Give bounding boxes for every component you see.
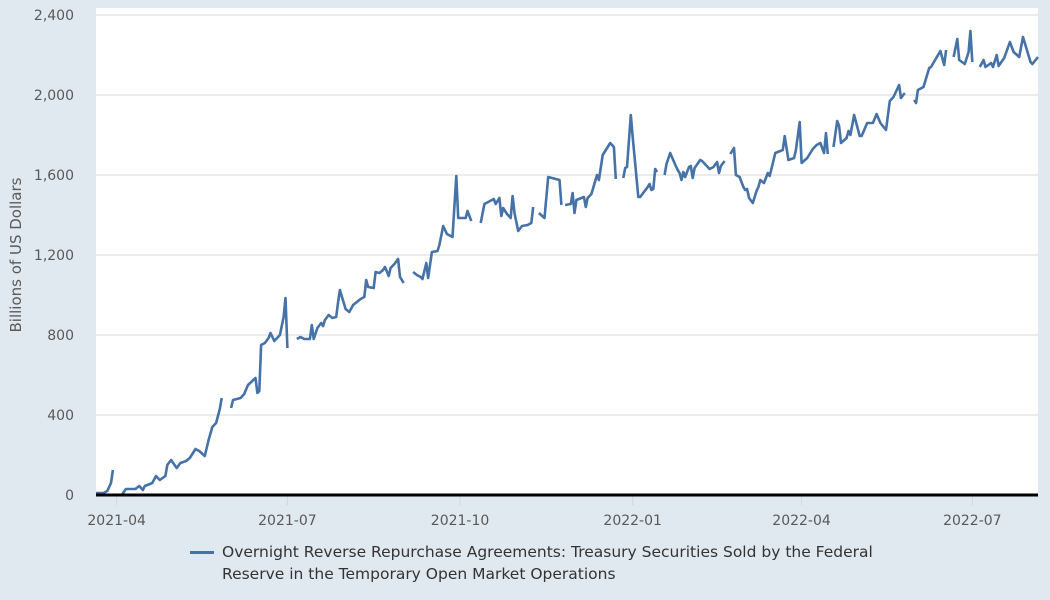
- y-tick-label: 800: [47, 328, 74, 344]
- series-line-segment: [978, 35, 1040, 69]
- series-line-segment: [622, 113, 659, 199]
- y-axis: 0 400 800 1,200 1,600 2,000 2,400: [34, 8, 74, 504]
- series-line-segment: [121, 397, 223, 495]
- x-tick-label: 2022-01: [603, 513, 662, 529]
- y-tick-label: 2,000: [34, 88, 74, 104]
- series-line-segment: [412, 174, 473, 281]
- x-tick-label: 2022-07: [943, 513, 1002, 529]
- series-line-segment: [729, 120, 830, 205]
- series-line-segment: [952, 29, 974, 66]
- y-tick-label: 1,600: [34, 168, 74, 184]
- y-tick-label: 2,400: [34, 8, 74, 24]
- series-line-segment: [538, 175, 563, 220]
- series-lines: [96, 29, 1040, 495]
- legend[interactable]: Overnight Reverse Repurchase Agreements:…: [190, 541, 922, 585]
- y-tick-label: 0: [65, 488, 74, 504]
- plot-area: [96, 8, 1038, 495]
- series-line-segment: [229, 296, 289, 409]
- y-tick-label: 400: [47, 408, 74, 424]
- x-axis: 2021-04 2021-07 2021-10 2022-01 2022-04 2022-…: [87, 495, 1002, 529]
- y-tick-label: 1,200: [34, 248, 74, 264]
- x-tick-label: 2021-10: [431, 513, 490, 529]
- x-tick-label: 2022-04: [772, 513, 831, 529]
- series-line-segment: [564, 141, 618, 215]
- legend-swatch: [190, 551, 214, 554]
- y-axis-label: Billions of US Dollars: [7, 177, 25, 332]
- x-tick-label: 2021-07: [258, 513, 317, 529]
- series-line-segment: [296, 257, 405, 341]
- series-line-segment: [663, 151, 726, 182]
- x-tick-label: 2021-04: [87, 513, 146, 529]
- series-line-segment: [832, 83, 906, 148]
- series-line-segment: [479, 194, 535, 233]
- legend-label: Overnight Reverse Repurchase Agreements:…: [222, 543, 873, 583]
- series-line-segment: [96, 469, 115, 495]
- series-line-segment: [913, 49, 948, 105]
- gridlines: [96, 14, 1038, 416]
